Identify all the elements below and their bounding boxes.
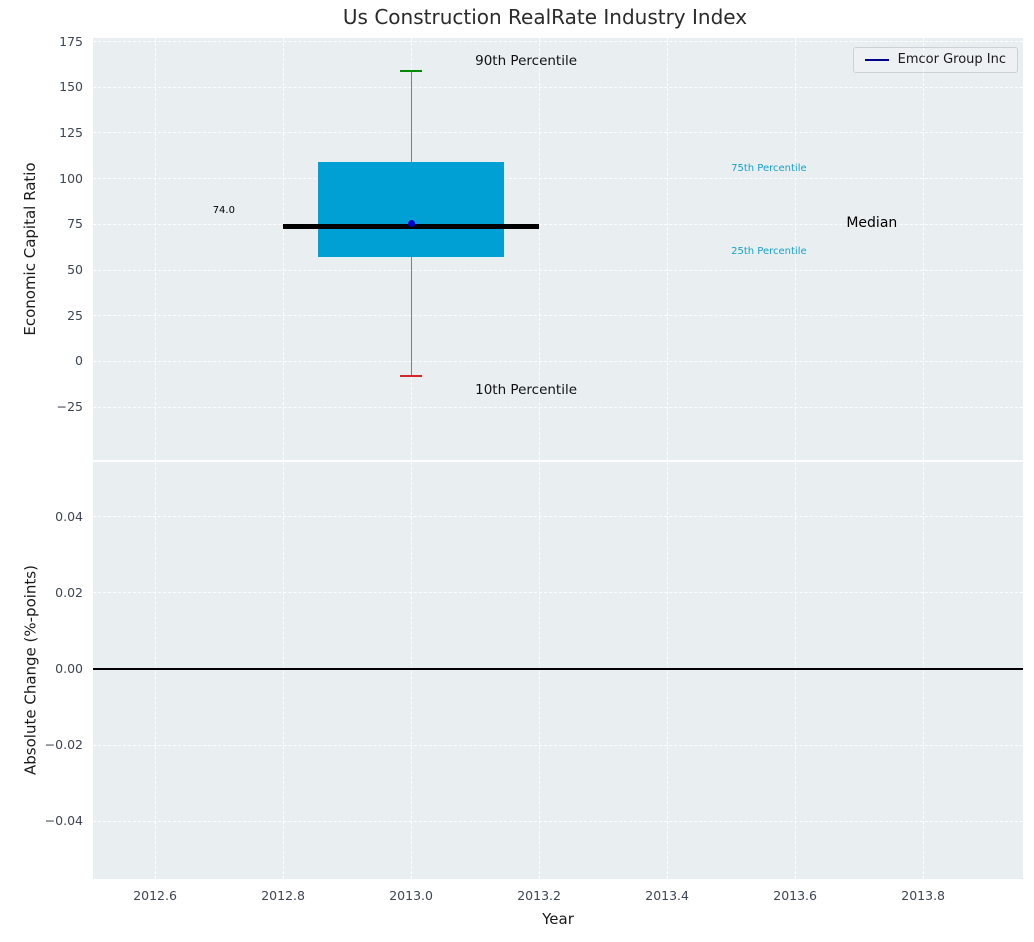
y-tick-label: 0.04 [55,508,83,524]
legend-line-icon [864,58,889,61]
annotation-75th-percentile: 75th Percentile [731,163,807,175]
y-tick-label: 150 [59,79,83,95]
y-tick-label: 0.02 [55,584,83,600]
company-marker-dot [407,220,415,228]
annotation-90th-percentile: 90th Percentile [475,52,578,69]
whisker-cap-90th [400,69,423,72]
x-tick-label: 2013.6 [773,888,817,903]
x-tick-label: 2012.6 [133,888,177,903]
y-tick-label: 100 [59,170,83,186]
y-tick-label: 125 [59,124,83,140]
zero-line [93,668,1023,670]
x-tick-label: 2012.8 [261,888,305,903]
y-tick-label: 0.00 [55,660,83,676]
y-tick-label: 175 [59,33,83,49]
y-axis-label-top: Economic Capital Ratio [21,162,39,336]
y-tick-label: −25 [56,399,83,415]
iqr-box [318,162,504,258]
x-tick-label: 2013.8 [901,888,946,903]
annotation-25th-percentile: 25th Percentile [731,245,807,257]
y-tick-label: 75 [67,216,83,232]
legend: Emcor Group Inc [852,47,1018,73]
y-tick-label: 25 [67,307,83,323]
annotation-10th-percentile: 10th Percentile [475,381,578,398]
y-tick-label: −0.04 [44,813,83,829]
top-panel [93,38,1023,460]
x-tick-label: 2013.0 [389,888,433,903]
whisker-cap-10th [400,374,423,377]
legend-label: Emcor Group Inc [897,52,1006,67]
y-tick-label: 0 [75,353,83,369]
annotation-median: Median [846,214,898,231]
annotation-median-value: 74.0 [212,205,235,217]
bottom-panel [93,462,1023,879]
chart-title: Us Construction RealRate Industry Index [342,5,748,29]
x-axis-label: Year [542,910,574,928]
x-tick-label: 2013.4 [645,888,689,903]
x-tick-label: 2013.2 [517,888,561,903]
y-tick-label: 50 [67,262,83,277]
y-tick-label: −0.02 [44,737,83,753]
